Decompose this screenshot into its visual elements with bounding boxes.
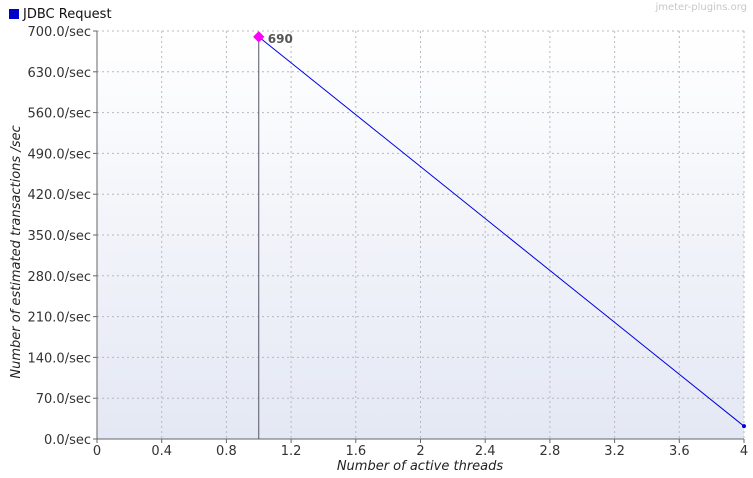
- x-tick-label: 2.4: [475, 444, 496, 459]
- x-tick-label: 1.2: [281, 444, 302, 459]
- y-tick-label: 630.0/sec: [27, 66, 91, 81]
- y-tick-label: 700.0/sec: [27, 25, 91, 40]
- x-tick-label: 2.8: [540, 444, 561, 459]
- watermark: jmeter-plugins.org: [654, 2, 747, 13]
- y-tick-label: 210.0/sec: [27, 311, 91, 326]
- y-tick-label: 70.0/sec: [36, 392, 91, 407]
- y-tick-label: 0.0/sec: [44, 433, 91, 448]
- highlight-marker: [253, 31, 265, 43]
- y-axis-title: Number of estimated transactions /sec: [9, 125, 24, 378]
- x-tick-label: 0.8: [216, 444, 237, 459]
- y-tick-label: 420.0/sec: [27, 188, 91, 203]
- x-tick-label: 3.6: [669, 444, 690, 459]
- y-tick-labels: 0.0/sec 70.0/sec 140.0/sec 210.0/sec 280.0/s…: [27, 25, 97, 448]
- x-tick-label: 0: [93, 444, 101, 459]
- series-line: [258, 36, 745, 427]
- point-value-label: 690: [268, 32, 293, 46]
- y-tick-label: 560.0/sec: [27, 107, 91, 122]
- legend-label: JDBC Request: [22, 7, 112, 22]
- y-tick-label: 490.0/sec: [27, 147, 91, 162]
- x-axis-title: Number of active threads: [337, 459, 504, 474]
- series-layer: 690: [253, 31, 746, 439]
- y-tick-label: 350.0/sec: [27, 229, 91, 244]
- data-point: [742, 424, 746, 429]
- grid: [97, 30, 745, 439]
- x-tick-label: 3.2: [604, 444, 625, 459]
- y-tick-label: 140.0/sec: [27, 351, 91, 366]
- x-tick-labels: 0 0.4 0.8 1.2 1.6 2 2.4 2.8 3.2 3.6 4: [93, 439, 748, 459]
- x-tick-label: 2: [416, 444, 424, 459]
- y-tick-label: 280.0/sec: [27, 270, 91, 285]
- x-tick-label: 0.4: [151, 444, 172, 459]
- x-tick-label: 4: [740, 444, 748, 459]
- x-tick-label: 1.6: [345, 444, 366, 459]
- legend-swatch: [9, 9, 19, 19]
